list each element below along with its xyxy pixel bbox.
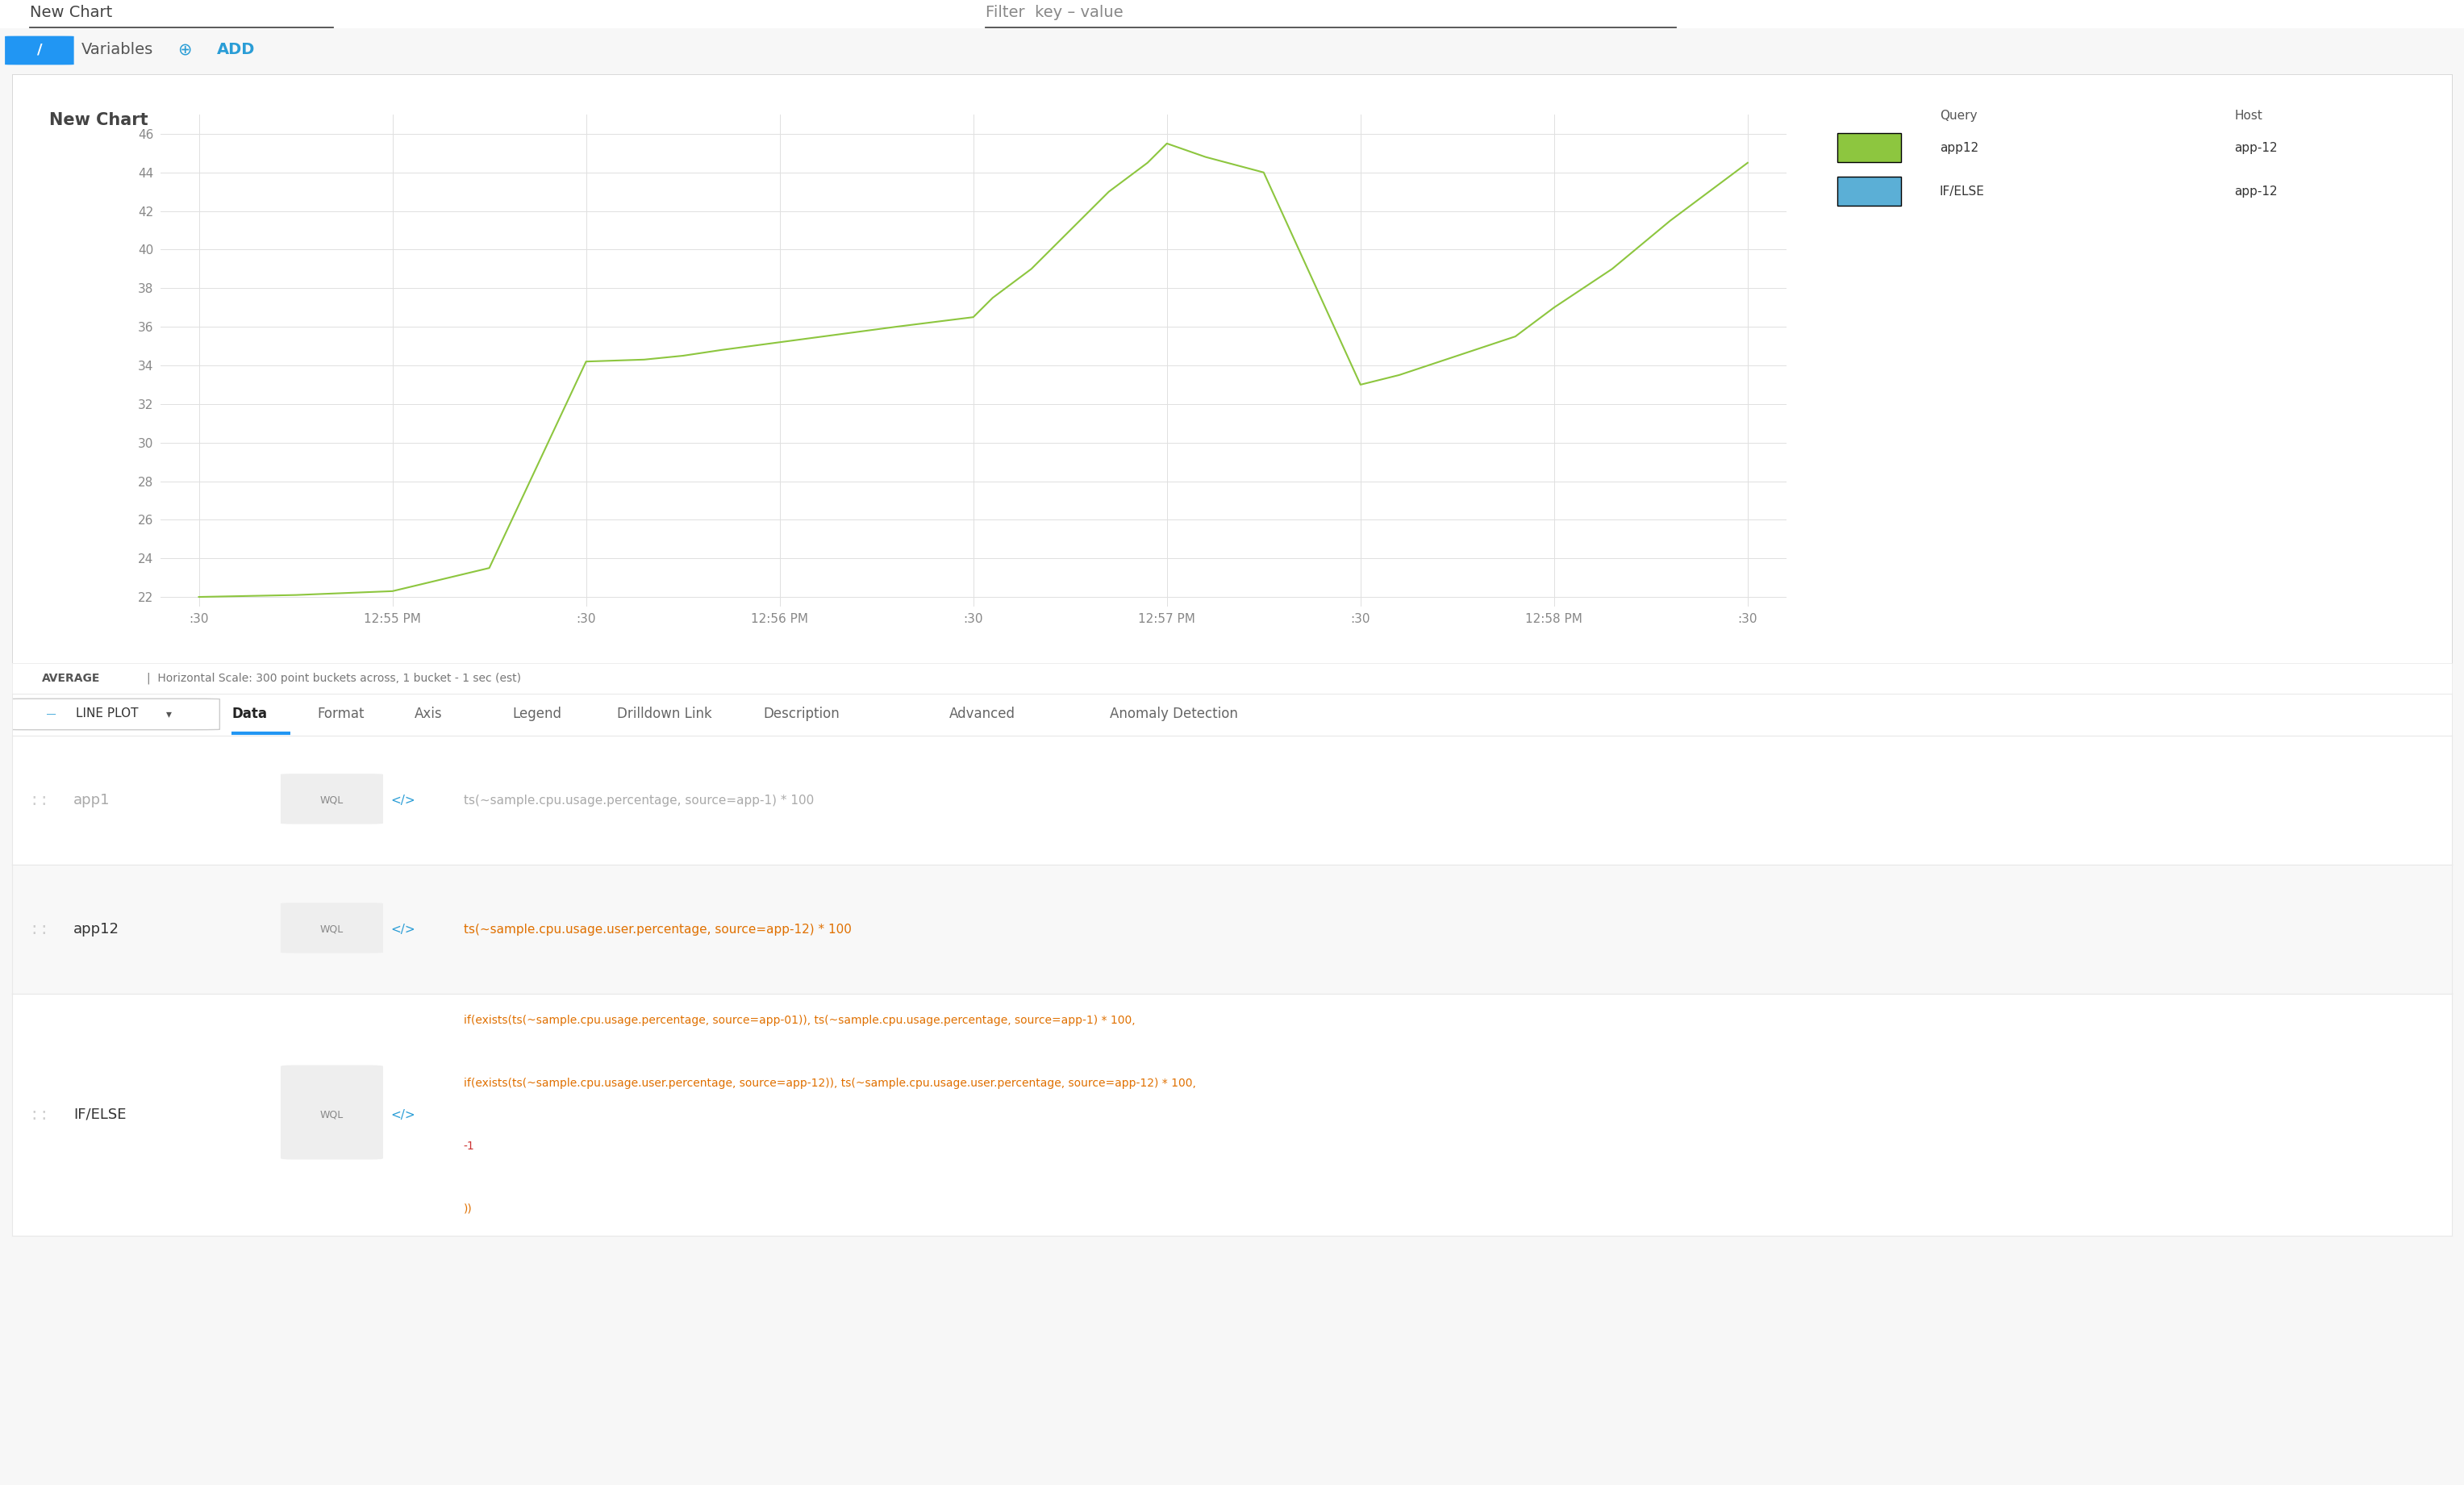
Text: </>: </> — [389, 794, 414, 806]
Text: :: : — [32, 792, 37, 808]
Text: Anomaly Detection: Anomaly Detection — [1111, 707, 1239, 722]
Text: :: : — [42, 921, 47, 937]
Text: ▾: ▾ — [165, 708, 172, 719]
FancyBboxPatch shape — [281, 903, 382, 953]
Text: :: : — [42, 792, 47, 808]
Text: WQL: WQL — [320, 1109, 342, 1120]
Text: New Chart: New Chart — [30, 4, 111, 21]
Text: AVERAGE: AVERAGE — [42, 673, 101, 685]
Text: Filter  key – value: Filter key – value — [986, 4, 1124, 21]
Text: app12: app12 — [74, 922, 118, 937]
Text: app-12: app-12 — [2235, 141, 2277, 154]
Text: Format: Format — [318, 707, 365, 722]
Text: app-12: app-12 — [2235, 186, 2277, 198]
Text: app12: app12 — [1939, 141, 1979, 154]
Text: Query: Query — [1939, 110, 1976, 122]
Text: ts(~sample.cpu.usage.percentage, source=app-1) * 100: ts(~sample.cpu.usage.percentage, source=… — [463, 794, 813, 806]
FancyBboxPatch shape — [5, 36, 74, 65]
FancyBboxPatch shape — [281, 774, 382, 824]
Text: if(exists(ts(~sample.cpu.usage.percentage, source=app-01)), ts(~sample.cpu.usage: if(exists(ts(~sample.cpu.usage.percentag… — [463, 1014, 1136, 1026]
Text: if(exists(ts(~sample.cpu.usage.user.percentage, source=app-12)), ts(~sample.cpu.: if(exists(ts(~sample.cpu.usage.user.perc… — [463, 1078, 1195, 1089]
Text: </>: </> — [389, 1109, 414, 1121]
Text: Description: Description — [764, 707, 840, 722]
Text: -1: -1 — [463, 1140, 476, 1152]
FancyBboxPatch shape — [5, 699, 219, 729]
Text: WQL: WQL — [320, 924, 342, 934]
Text: Drilldown Link: Drilldown Link — [618, 707, 712, 722]
Text: :: : — [42, 1106, 47, 1123]
Text: :: : — [32, 1106, 37, 1123]
Text: New Chart: New Chart — [49, 113, 148, 129]
Text: Variables: Variables — [81, 42, 153, 58]
Text: ―: ― — [47, 710, 57, 717]
Text: Axis: Axis — [414, 707, 444, 722]
Text: Advanced: Advanced — [949, 707, 1015, 722]
Text: ⊕: ⊕ — [177, 42, 192, 58]
Text: )): )) — [463, 1203, 473, 1215]
Text: </>: </> — [389, 924, 414, 936]
Text: Host: Host — [2235, 110, 2262, 122]
Text: :: : — [32, 921, 37, 937]
Text: IF/ELSE: IF/ELSE — [1939, 186, 1984, 198]
Text: /: / — [37, 42, 42, 56]
Text: LINE PLOT: LINE PLOT — [76, 708, 138, 720]
Text: Data: Data — [232, 707, 269, 722]
Text: WQL: WQL — [320, 794, 342, 805]
Text: ts(~sample.cpu.usage.user.percentage, source=app-12) * 100: ts(~sample.cpu.usage.user.percentage, so… — [463, 924, 853, 936]
Text: IF/ELSE: IF/ELSE — [74, 1108, 126, 1123]
Text: Legend: Legend — [513, 707, 562, 722]
Text: ADD: ADD — [217, 42, 256, 58]
FancyBboxPatch shape — [1838, 134, 1902, 162]
FancyBboxPatch shape — [281, 1065, 382, 1160]
Text: |  Horizontal Scale: 300 point buckets across, 1 bucket - 1 sec (est): | Horizontal Scale: 300 point buckets ac… — [145, 673, 520, 685]
Text: app1: app1 — [74, 793, 111, 808]
FancyBboxPatch shape — [1838, 177, 1902, 206]
